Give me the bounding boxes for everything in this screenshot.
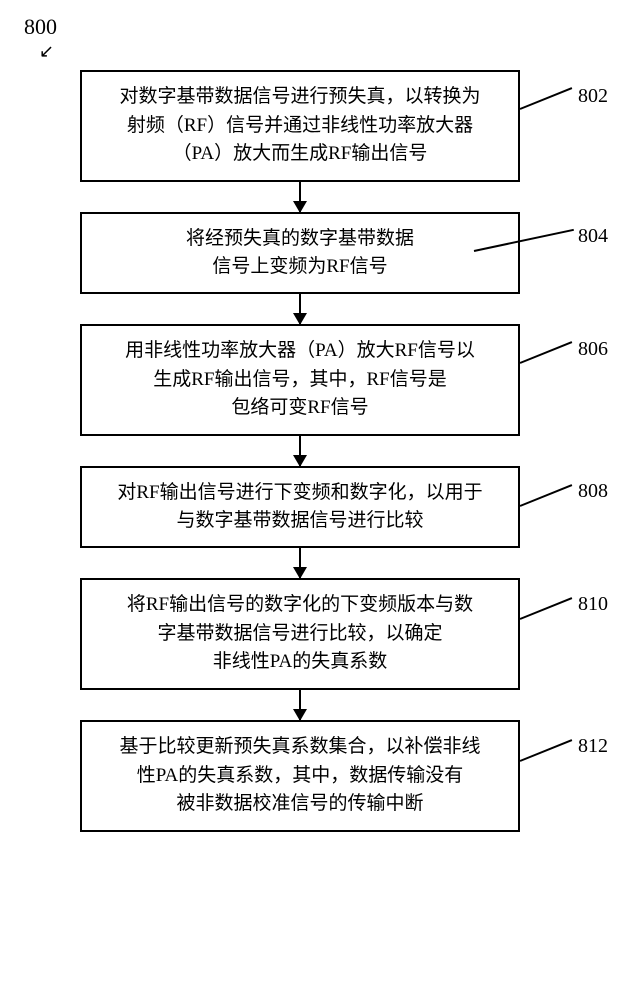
flow-step-812: 基于比较更新预失真系数集合，以补偿非线性PA的失真系数，其中，数据传输没有被非数… bbox=[80, 720, 520, 832]
flow-step-text-line: 字基带数据信号进行比较，以确定 bbox=[157, 620, 442, 649]
reference-leader-line bbox=[520, 597, 573, 620]
reference-leader-line bbox=[520, 739, 573, 762]
flow-step-text-line: 将经预失真的数字基带数据 bbox=[186, 225, 414, 254]
reference-number-810: 810 bbox=[578, 593, 608, 616]
flow-step-text-line: 包络可变RF信号 bbox=[231, 394, 368, 423]
flow-step-text-line: 与数字基带数据信号进行比较 bbox=[176, 507, 423, 536]
flow-step-text-line: 将RF输出信号的数字化的下变频版本与数 bbox=[127, 591, 473, 620]
flowchart-container: 对数字基带数据信号进行预失真，以转换为射频（RF）信号并通过非线性功率放大器（P… bbox=[80, 70, 520, 832]
flow-step-text-line: 对数字基带数据信号进行预失真，以转换为 bbox=[119, 83, 480, 112]
flow-connector bbox=[299, 436, 301, 466]
flow-connector bbox=[299, 294, 301, 324]
flow-step-text-line: 基于比较更新预失真系数集合，以补偿非线 bbox=[119, 733, 480, 762]
flow-step-text-line: 信号上变频为RF信号 bbox=[212, 253, 387, 282]
flow-step-text-line: 被非数据校准信号的传输中断 bbox=[176, 790, 423, 819]
flow-step-text-line: 用非线性功率放大器（PA）放大RF信号以 bbox=[125, 337, 475, 366]
flow-connector bbox=[299, 548, 301, 578]
flow-step-810: 将RF输出信号的数字化的下变频版本与数字基带数据信号进行比较，以确定非线性PA的… bbox=[80, 578, 520, 690]
flow-step-text-line: 性PA的失真系数，其中，数据传输没有 bbox=[137, 762, 464, 791]
flow-step-text-line: 非线性PA的失真系数 bbox=[213, 648, 388, 677]
flow-step-text-line: （PA）放大而生成RF输出信号 bbox=[173, 140, 428, 169]
flow-connector bbox=[299, 182, 301, 212]
figure-number-label: 800 bbox=[24, 14, 57, 40]
reference-number-808: 808 bbox=[578, 480, 608, 503]
reference-leader-line bbox=[520, 484, 573, 507]
flow-connector bbox=[299, 690, 301, 720]
flow-step-808: 对RF输出信号进行下变频和数字化，以用于与数字基带数据信号进行比较 bbox=[80, 466, 520, 548]
reference-leader-line bbox=[520, 341, 573, 364]
reference-number-812: 812 bbox=[578, 735, 608, 758]
flow-step-text-line: 对RF输出信号进行下变频和数字化，以用于 bbox=[117, 479, 482, 508]
reference-number-806: 806 bbox=[578, 338, 608, 361]
flow-step-text-line: 生成RF输出信号，其中，RF信号是 bbox=[153, 366, 446, 395]
reference-number-804: 804 bbox=[578, 225, 608, 248]
flow-step-804: 将经预失真的数字基带数据信号上变频为RF信号 bbox=[80, 212, 520, 294]
reference-leader-line bbox=[520, 87, 573, 110]
figure-number-arrow: ↘ bbox=[36, 44, 57, 57]
flow-step-802: 对数字基带数据信号进行预失真，以转换为射频（RF）信号并通过非线性功率放大器（P… bbox=[80, 70, 520, 182]
flow-step-text-line: 射频（RF）信号并通过非线性功率放大器 bbox=[127, 112, 473, 141]
flow-step-806: 用非线性功率放大器（PA）放大RF信号以生成RF输出信号，其中，RF信号是包络可… bbox=[80, 324, 520, 436]
reference-number-802: 802 bbox=[578, 85, 608, 108]
